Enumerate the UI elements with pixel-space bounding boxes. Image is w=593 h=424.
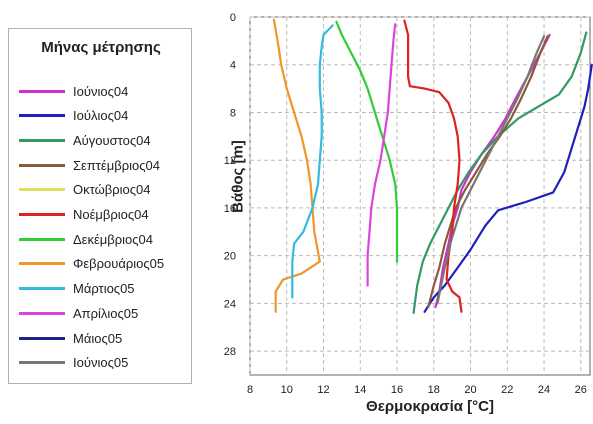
chart-legend: Μήνας μέτρησης Ιούνιος04 Ιούλιος04 Αύγουστ… bbox=[8, 28, 192, 384]
y-axis-label: Βάθος [m] bbox=[229, 140, 247, 213]
legend-title: Μήνας μέτρησης bbox=[41, 39, 161, 56]
series-line bbox=[423, 63, 593, 313]
legend-swatch bbox=[19, 237, 65, 241]
legend-swatch bbox=[19, 188, 65, 192]
y-tick-label: 0 bbox=[230, 12, 236, 24]
legend-swatch bbox=[19, 138, 65, 142]
legend-label: Νοέμβριος04 bbox=[73, 207, 149, 222]
legend-label: Μάιος05 bbox=[73, 330, 123, 346]
series-line bbox=[335, 20, 399, 263]
x-tick-label: 22 bbox=[501, 384, 513, 396]
y-tick-label: 16 bbox=[224, 203, 236, 215]
legend-swatch bbox=[19, 262, 65, 266]
legend-swatch bbox=[19, 213, 65, 216]
legend-item: Ιούνιος04 bbox=[19, 81, 128, 101]
series-line bbox=[272, 18, 321, 313]
series-line bbox=[436, 34, 546, 305]
y-tick-label: 8 bbox=[230, 107, 236, 119]
x-tick-label: 12 bbox=[317, 384, 329, 396]
legend-swatch bbox=[19, 163, 65, 167]
legend-item: Οκτώβριος04 bbox=[19, 180, 150, 200]
legend-label: Σεπτέμβριος04 bbox=[73, 157, 160, 173]
y-tick-label: 20 bbox=[224, 251, 236, 263]
y-tick-label: 24 bbox=[224, 298, 236, 310]
y-tick-label: 28 bbox=[224, 346, 236, 358]
y-tick-label: 4 bbox=[230, 60, 236, 72]
x-axis-label: Θερμοκρασία [°C] bbox=[366, 398, 494, 415]
x-tick-label: 26 bbox=[575, 384, 587, 396]
y-tick-label: 12 bbox=[224, 155, 236, 167]
legend-item: Απρίλιος05 bbox=[19, 303, 138, 323]
legend-swatch bbox=[19, 114, 65, 118]
legend-swatch bbox=[19, 311, 65, 315]
legend-item: Μάιος05 bbox=[19, 328, 122, 348]
legend-item: Νοέμβριος04 bbox=[19, 205, 149, 225]
legend-item: Μάρτιος05 bbox=[19, 279, 135, 299]
legend-item: Ιούνιος05 bbox=[19, 353, 128, 373]
legend-swatch bbox=[19, 361, 65, 365]
legend-label: Δεκέμβριος04 bbox=[73, 231, 153, 247]
legend-item: Σεπτέμβριος04 bbox=[19, 155, 160, 175]
legend-item: Ιούλιος04 bbox=[19, 106, 128, 126]
x-tick-label: 14 bbox=[354, 384, 366, 396]
legend-label: Ιούνιος05 bbox=[73, 355, 129, 371]
legend-label: Φεβρουάριος05 bbox=[73, 256, 165, 272]
x-tick-label: 20 bbox=[464, 384, 476, 396]
legend-label: Ιούλιος04 bbox=[73, 108, 129, 124]
series-line bbox=[412, 31, 588, 314]
legend-label: Αύγουστος04 bbox=[73, 132, 151, 148]
legend-item: Αύγουστος04 bbox=[19, 130, 151, 150]
legend-label: Απρίλιος05 bbox=[73, 305, 139, 321]
legend-label: Ιούνιος04 bbox=[73, 83, 129, 99]
series-line bbox=[291, 24, 334, 299]
legend-label: Μάρτιος05 bbox=[73, 281, 135, 297]
x-tick-label: 24 bbox=[538, 384, 550, 396]
series-line bbox=[366, 23, 397, 287]
legend-item: Φεβρουάριος05 bbox=[19, 254, 164, 274]
x-tick-label: 16 bbox=[391, 384, 403, 396]
x-tick-label: 10 bbox=[281, 384, 293, 396]
legend-swatch bbox=[19, 287, 65, 291]
x-tick-label: 18 bbox=[428, 384, 440, 396]
legend-label: Οκτώβριος04 bbox=[73, 182, 151, 198]
x-tick-label: 8 bbox=[247, 384, 253, 396]
series-line bbox=[403, 19, 463, 313]
series-line bbox=[427, 34, 549, 309]
legend-item: Δεκέμβριος04 bbox=[19, 229, 153, 249]
plot-area bbox=[249, 16, 591, 376]
legend-swatch bbox=[19, 336, 65, 340]
legend-swatch bbox=[19, 89, 65, 93]
